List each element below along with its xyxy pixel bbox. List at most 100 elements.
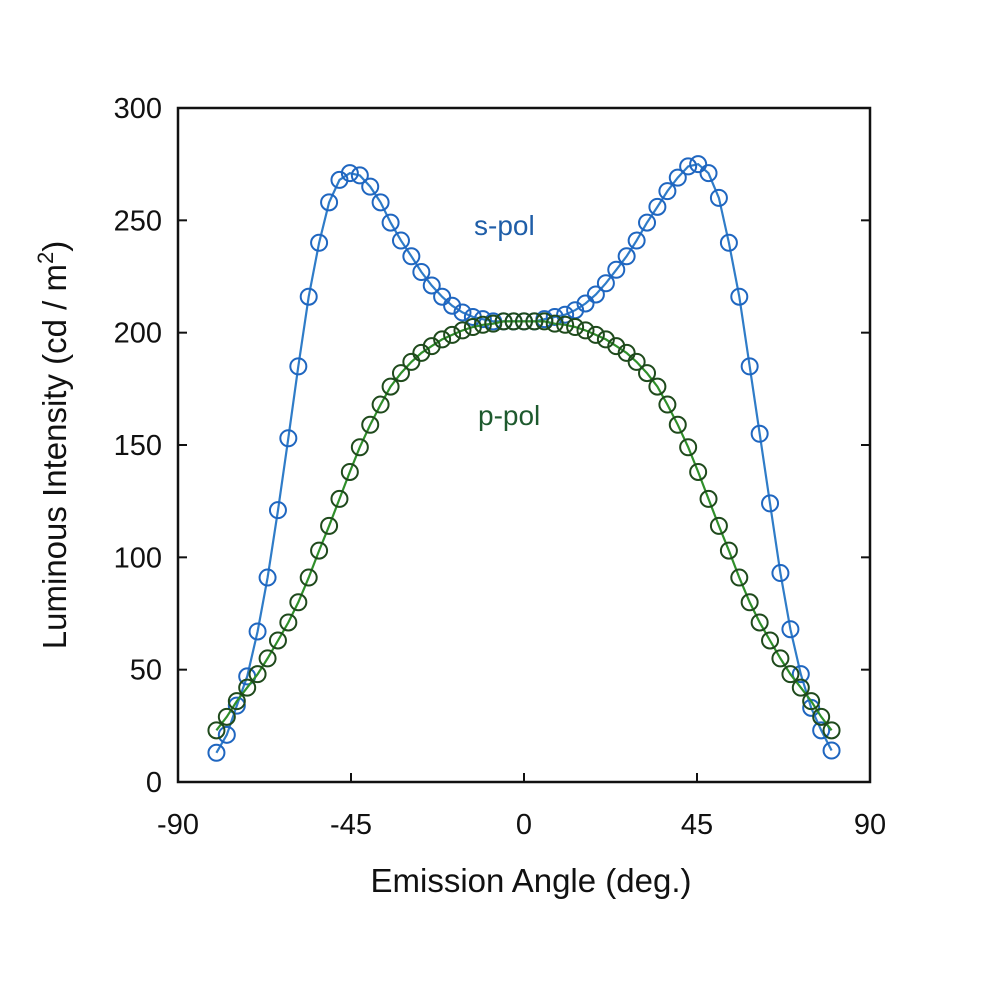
p-pol-point	[330, 489, 349, 508]
s-pol-point	[638, 213, 657, 232]
s-pol-point	[207, 743, 226, 762]
p-pol-point	[812, 707, 831, 726]
p-pol-point	[299, 568, 318, 587]
s-pol-point	[781, 620, 800, 639]
p-pol-point	[268, 631, 287, 650]
p-pol-point	[781, 665, 800, 684]
s-pol-point	[310, 233, 329, 252]
x-tick-label: -90	[157, 809, 199, 841]
p-pol-point	[586, 325, 605, 344]
p-pol-point	[689, 462, 708, 481]
s-pol-point	[607, 260, 626, 279]
s-pol-point	[371, 193, 390, 212]
s-pol-point	[576, 294, 595, 313]
p-pol-point	[494, 312, 513, 331]
p-pol-point	[709, 516, 728, 535]
s-pol-point	[279, 429, 298, 448]
series-s-pol	[207, 155, 841, 762]
s-pol-point	[391, 231, 410, 250]
s-pol-point	[412, 263, 431, 282]
p-pol-point	[279, 613, 298, 632]
s-pol-point	[709, 188, 728, 207]
p-pol-point	[484, 314, 503, 333]
p-pol-point	[217, 707, 236, 726]
s-pol-point	[699, 164, 718, 183]
s-pol-point	[627, 231, 646, 250]
p-pol-point	[207, 721, 226, 740]
p-pol-point	[638, 364, 657, 383]
s-pol-point	[227, 696, 246, 715]
p-pol-point	[443, 325, 462, 344]
p-pol-point	[361, 415, 380, 434]
p-pol-point	[658, 395, 677, 414]
p-pol-point	[391, 364, 410, 383]
s-pol-point	[648, 197, 667, 216]
p-pol-point	[504, 312, 523, 331]
p-pol-point	[730, 568, 749, 587]
s-pol-point	[268, 501, 287, 520]
p-pol-point	[227, 692, 246, 711]
s-pol-point	[719, 233, 738, 252]
s-pol-point	[217, 725, 236, 744]
p-pol-point	[381, 377, 400, 396]
s-pol-point	[740, 357, 759, 376]
p-pol-point	[648, 377, 667, 396]
s-pol-point	[791, 665, 810, 684]
s-pol-point	[340, 164, 359, 183]
y-tick-label: 250	[114, 205, 162, 237]
p-pol-point	[402, 352, 421, 371]
p-pol-point	[238, 678, 257, 697]
p-pol-point	[545, 314, 564, 333]
p-pol-point	[617, 343, 636, 362]
s-pol-point	[679, 157, 698, 176]
p-pol-point	[371, 395, 390, 414]
s-pol-point	[248, 622, 267, 641]
p-pol-point	[556, 315, 575, 334]
p-pol-point	[761, 631, 780, 650]
s-pol-point	[668, 168, 687, 187]
y-tick-label: 300	[114, 93, 162, 125]
p-pol-point	[679, 438, 698, 457]
series-label-s-pol: s-pol	[474, 210, 535, 241]
series-label-p-pol: p-pol	[478, 400, 540, 431]
p-pol-point	[248, 665, 267, 684]
s-pol-point	[586, 285, 605, 304]
p-pol-point	[320, 516, 339, 535]
s-pol-point	[596, 274, 615, 293]
p-pol-point	[719, 541, 738, 560]
p-pol-point	[473, 315, 492, 334]
ticks: -90 -45 0 45 90 0 50 100 150 200 250 300	[114, 93, 887, 841]
p-pol-point	[822, 721, 841, 740]
x-axis-title: Emission Angle (deg.)	[371, 862, 692, 899]
p-pol-point	[802, 692, 821, 711]
s-pol-point	[258, 568, 277, 587]
p-pol-point	[740, 593, 759, 612]
y-tick-label: 0	[146, 767, 162, 799]
series-layer	[207, 155, 841, 762]
p-pol-point	[525, 312, 544, 331]
y-axis-title-end: )	[36, 241, 73, 252]
p-pol-point	[350, 438, 369, 457]
s-pol-point	[761, 494, 780, 513]
s-pol-point	[453, 303, 472, 322]
y-axis-title-sup: 2	[33, 252, 58, 264]
p-pol-point	[535, 312, 554, 331]
s-pol-point	[750, 424, 769, 443]
y-tick-label: 150	[114, 430, 162, 462]
s-pol-line	[215, 163, 833, 754]
y-axis-title-main: Luminous Intensity (cd / m	[36, 264, 73, 649]
p-pol-point	[433, 330, 452, 349]
s-pol-point	[320, 193, 339, 212]
s-pol-point	[402, 247, 421, 266]
p-pol-point	[258, 649, 277, 668]
p-pol-point	[310, 541, 329, 560]
p-pol-point	[566, 318, 585, 337]
s-pol-point	[422, 276, 441, 295]
p-pol-point	[340, 462, 359, 481]
p-pol-point	[668, 415, 687, 434]
y-tick-label: 200	[114, 318, 162, 350]
p-pol-point	[771, 649, 790, 668]
y-tick-label: 50	[130, 655, 162, 687]
s-pol-point	[556, 305, 575, 324]
